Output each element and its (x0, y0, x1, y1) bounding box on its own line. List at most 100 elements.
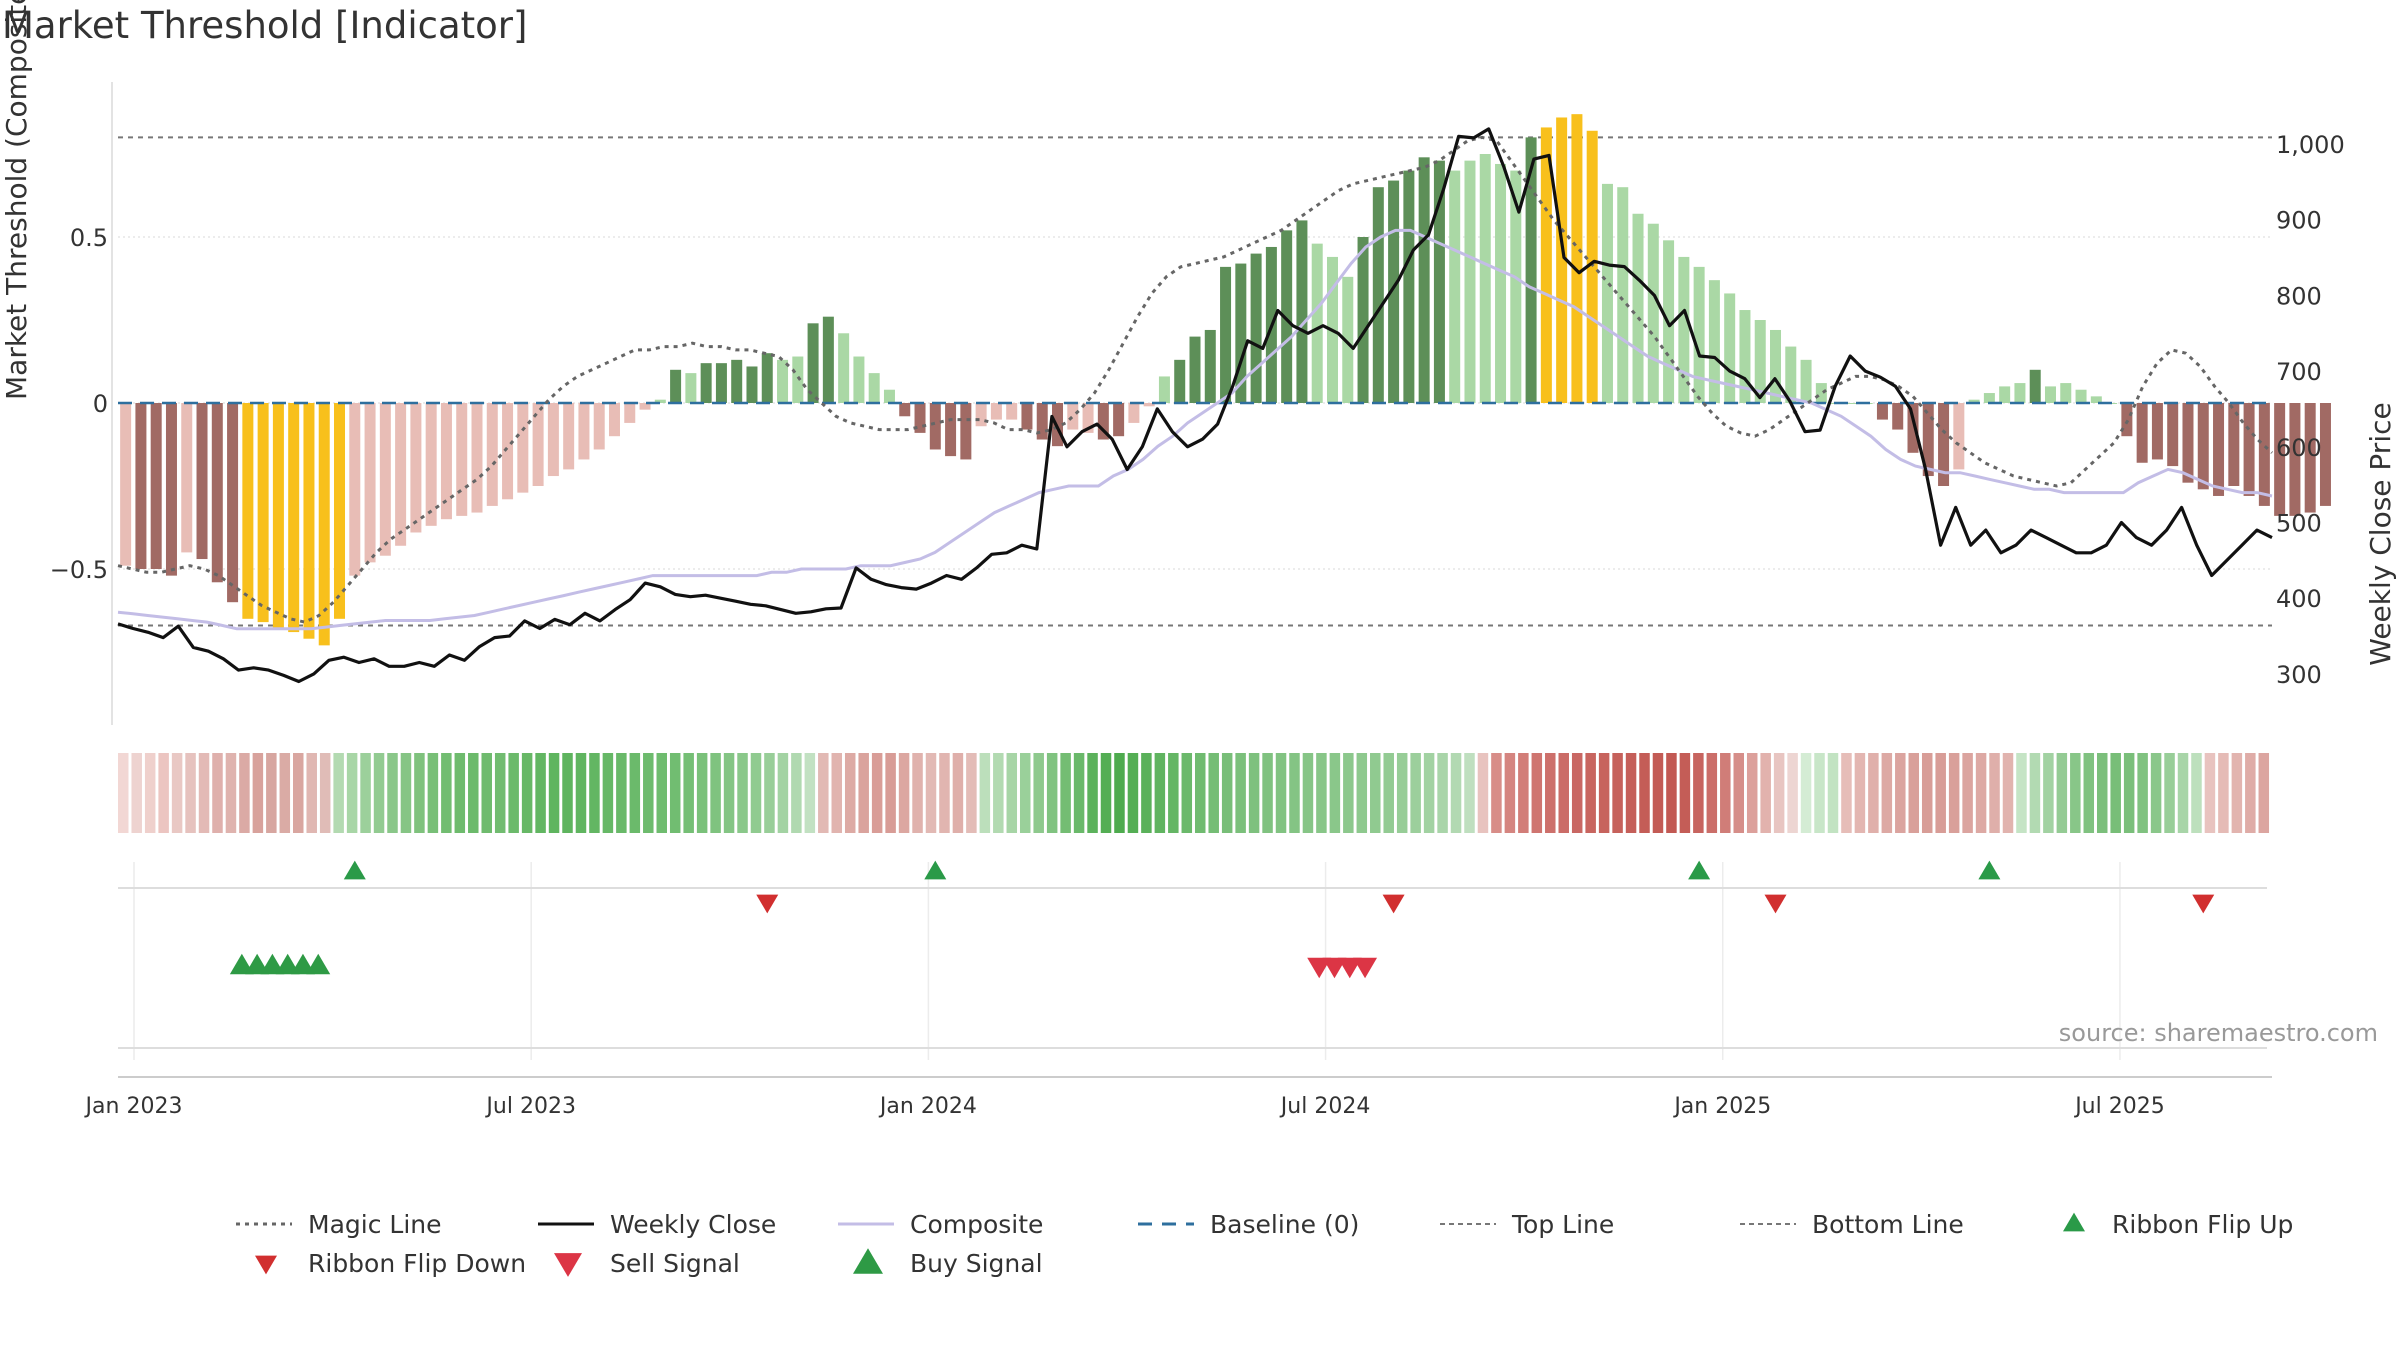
y-left-tick-label: 0.5 (70, 224, 108, 252)
composite-bar (685, 373, 697, 403)
ribbon-cell (764, 753, 775, 833)
composite-bar (334, 403, 346, 619)
ribbon-cell (575, 753, 587, 833)
composite-bar (425, 403, 437, 526)
ribbon-cell (212, 753, 223, 833)
composite-bar (1495, 163, 1507, 403)
composite-bar (1204, 329, 1216, 403)
ribbon-cell (373, 753, 385, 833)
ribbon-cell (494, 753, 506, 833)
ribbon-cell (454, 753, 466, 833)
ribbon-cell (643, 753, 654, 833)
ribbon-cell (1248, 753, 1260, 833)
ribbon-cell (939, 753, 950, 833)
composite-bar (1968, 399, 1980, 403)
y-right-tick-label: 700 (2276, 358, 2322, 386)
ribbon-cell (1410, 753, 1421, 833)
ribbon-cell (2083, 753, 2095, 833)
composite-bar (211, 403, 223, 583)
ribbon-cell (535, 753, 546, 833)
composite-bar (1693, 266, 1705, 403)
buy-signal-marker (306, 953, 331, 975)
ribbon-cell (2137, 753, 2148, 833)
legend-item: Weekly Close (538, 1210, 776, 1239)
ribbon-cell (1989, 753, 2000, 833)
ribbon-cell (602, 753, 614, 833)
composite-bar (2044, 386, 2056, 403)
ribbon-cell (1545, 753, 1556, 833)
composite-bar (2258, 403, 2270, 506)
composite-bar (1876, 403, 1888, 420)
composite-bar (1449, 170, 1461, 403)
y-right-label: Weekly Close Price (2364, 402, 2397, 665)
composite-bar (1525, 137, 1537, 403)
composite-bar (1189, 336, 1201, 403)
composite-bar (1388, 180, 1400, 403)
ribbon-cell (777, 753, 789, 833)
composite-bar (1220, 266, 1232, 403)
ribbon-flip-markers (118, 860, 2267, 914)
legend-label: Ribbon Flip Up (2112, 1210, 2293, 1239)
x-tick-label: Jan 2023 (84, 1094, 183, 1119)
ribbon-cell (1396, 753, 1408, 833)
composite-bar (1235, 263, 1247, 403)
ribbon-cell (1760, 753, 1771, 833)
x-tick-label: Jul 2024 (1279, 1094, 1371, 1119)
ribbon-cell (2016, 753, 2027, 833)
composite-bar (547, 403, 559, 477)
sell-signal-marker (1337, 957, 1362, 979)
ribbon-cell (993, 753, 1004, 833)
ribbon-cell (2029, 753, 2041, 833)
composite-bar (1800, 359, 1812, 403)
ribbon-cell (441, 753, 452, 833)
y-right-tick-label: 800 (2276, 282, 2322, 310)
composite-bar (1143, 403, 1155, 407)
composite-bar (272, 403, 284, 629)
ribbon-strip (118, 753, 2270, 833)
composite-bar (899, 403, 911, 417)
buy-signal-marker (260, 953, 285, 975)
axes: 0.5 0 −0.5 1,000 900 800 700 600 500 400 300 (50, 82, 2345, 725)
ribbon-cell (1181, 753, 1193, 833)
composite-bar (1479, 154, 1491, 403)
composite-bar (517, 403, 529, 493)
ribbon-cell (2123, 753, 2135, 833)
composite-bar (1296, 220, 1308, 403)
ribbon-cell (1477, 753, 1489, 833)
composite-bar (2213, 403, 2225, 496)
composite-bar (1342, 276, 1354, 403)
composite-bar (945, 403, 957, 457)
ribbon-cell (616, 753, 627, 833)
x-tick-label: Jul 2023 (484, 1094, 576, 1119)
ribbon-cell (629, 753, 641, 833)
ribbon-cell (1841, 753, 1852, 833)
ribbon-cell (1370, 753, 1381, 833)
composite-bar (196, 403, 208, 560)
ribbon-cell (818, 753, 829, 833)
composite-bar (639, 403, 651, 410)
ribbon-cell (2204, 753, 2216, 833)
composite-bar (2182, 403, 2194, 483)
ribbon-cell (1518, 753, 1529, 833)
composite-bar (960, 403, 972, 460)
ribbon-cell (2258, 753, 2270, 833)
y-right-tick-label: 500 (2276, 510, 2322, 538)
legend-label: Composite (910, 1210, 1043, 1239)
composite-bar (303, 403, 315, 639)
composite-bar (1815, 383, 1827, 403)
legend-label: Baseline (0) (1210, 1210, 1359, 1239)
buy-signal-marker (229, 953, 254, 975)
composite-bar (318, 403, 330, 646)
composite-bar (456, 403, 468, 516)
composite-line (117, 228, 2273, 631)
composite-bar (1785, 346, 1797, 403)
legend-item: Sell Signal (554, 1249, 740, 1278)
ribbon-cell (1356, 753, 1368, 833)
ribbon-cell (118, 753, 129, 833)
ribbon-cell (1289, 753, 1300, 833)
ribbon-cell (2150, 753, 2162, 833)
composite-bar (868, 373, 880, 403)
ribbon-cell (1073, 753, 1085, 833)
composite-bar (1754, 320, 1766, 403)
